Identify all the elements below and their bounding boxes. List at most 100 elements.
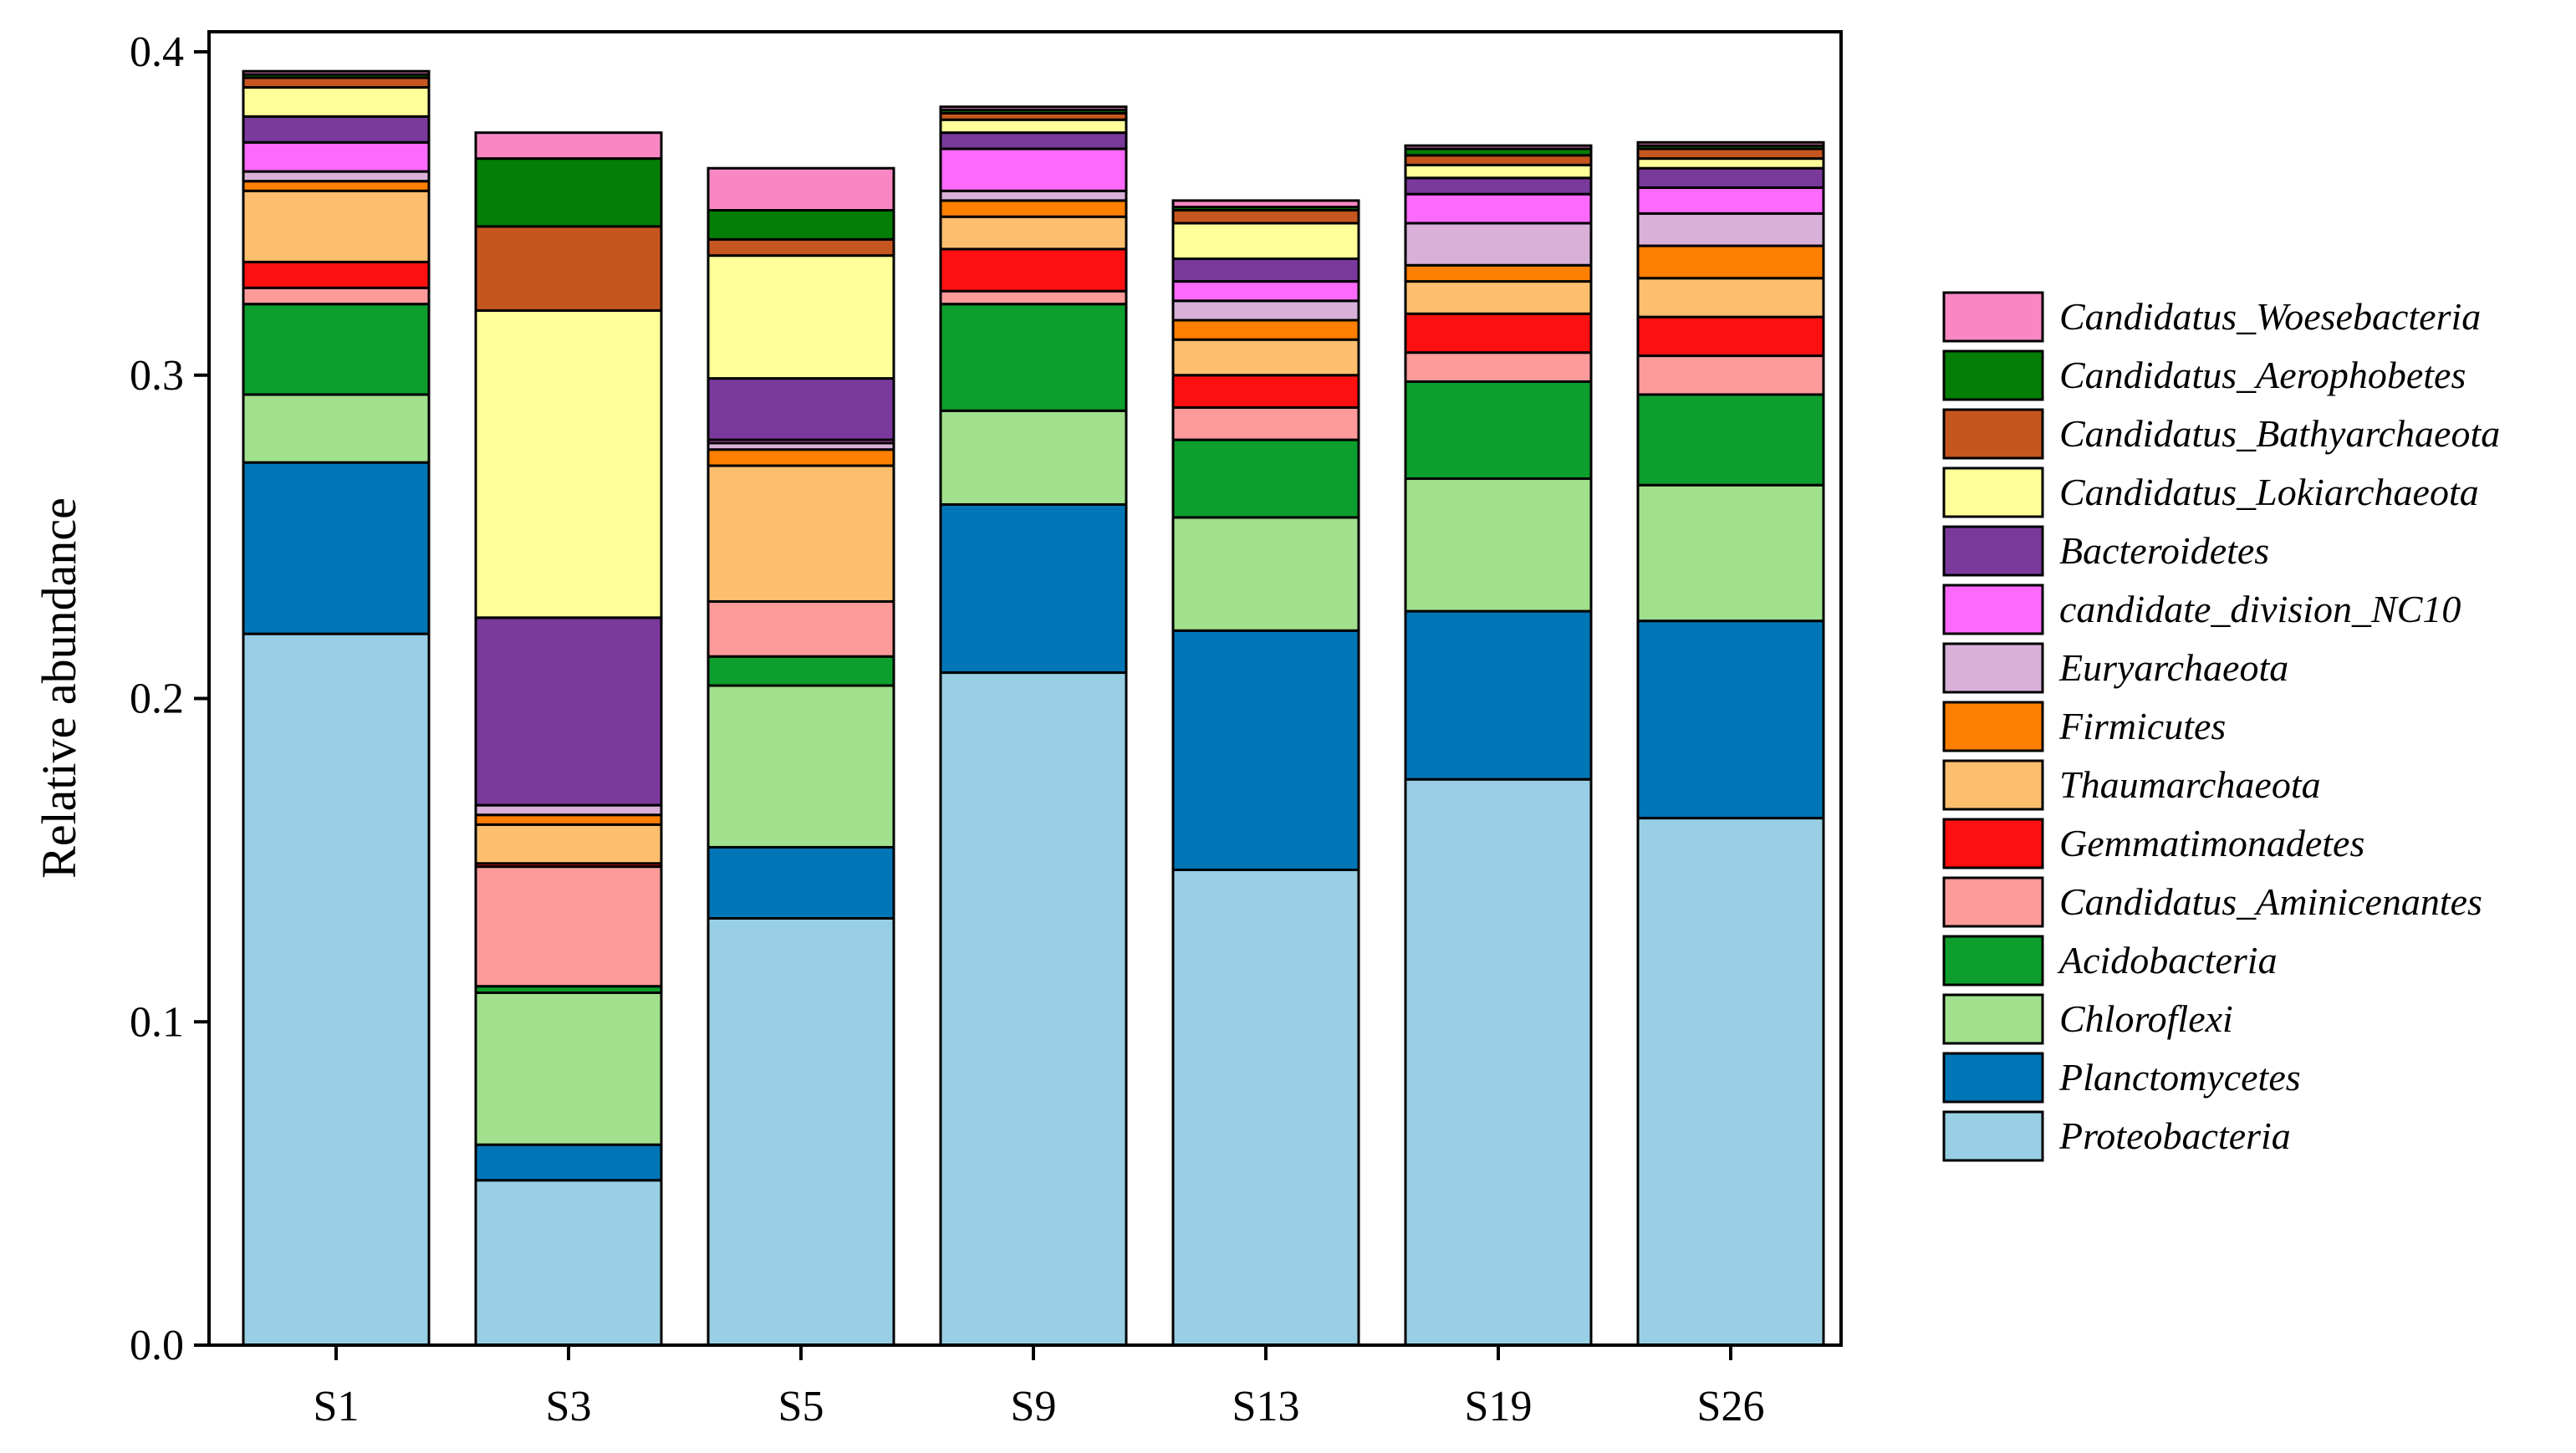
plot-frame <box>207 30 1843 1347</box>
bar-segment-s19-euryarchaeota <box>1404 222 1593 267</box>
legend-swatch <box>1942 1052 2044 1104</box>
bar-segment-s5-chloroflexi <box>706 684 895 849</box>
bar-stack-s19 <box>1404 144 1593 1347</box>
legend-label: Chloroflexi <box>2059 997 2233 1040</box>
bar-segment-s13-gemmatimonadetes <box>1171 374 1360 409</box>
axis-layer: 0.0 0.1 0.2 0.3 0.4 S1 S3 S5 S9 S13 S19 S26 <box>130 28 1764 1430</box>
bar-segment-s13-thaumarchaeota <box>1171 338 1360 377</box>
bar-segment-s26-bacteroidetes <box>1636 166 1825 189</box>
bar-segment-s1-bacteroidetes <box>242 115 431 144</box>
legend-item: Planctomycetes <box>1942 1052 2301 1104</box>
bar-segment-s26-euryarchaeota <box>1636 212 1825 247</box>
bar-segment-s13-firmicutes <box>1171 319 1360 341</box>
legend-item: Euryarchaeota <box>1942 642 2288 694</box>
legend-swatch <box>1942 876 2044 928</box>
bar-segment-s1-candidate-division-nc10 <box>242 140 431 173</box>
legend-item: Candidatus_Woesebacteria <box>1942 291 2481 343</box>
bar-segment-s19-proteobacteria <box>1404 777 1593 1347</box>
bar-segment-s9-planctomycetes <box>939 502 1128 675</box>
bar-segment-s13-candidate-division-nc10 <box>1171 280 1360 303</box>
bar-stack-s9 <box>939 105 1128 1347</box>
bar-segment-s1-gemmatimonadetes <box>242 260 431 289</box>
x-tick-label: S5 <box>778 1383 824 1430</box>
bar-segment-s26-thaumarchaeota <box>1636 277 1825 319</box>
x-tick-label: S26 <box>1697 1383 1765 1430</box>
bar-segment-s1-candidatus-aminicenantes <box>242 286 431 306</box>
bar-segment-s9-thaumarchaeota <box>939 215 1128 251</box>
bar-segment-s19-candidatus-lokiarchaeota <box>1404 163 1593 180</box>
legend-label: Gemmatimonadetes <box>2059 822 2364 864</box>
bar-segment-s1-candidatus-woesebacteria <box>242 69 431 76</box>
legend-item: Candidatus_Bathyarchaeota <box>1942 408 2500 460</box>
bar-segment-s5-candidatus-woesebacteria <box>706 166 895 212</box>
bar-segment-s19-planctomycetes <box>1404 609 1593 781</box>
bar-segment-s5-candidatus-bathyarchaeota <box>706 237 895 257</box>
bar-stack-s13 <box>1171 199 1360 1347</box>
bar-segment-s13-proteobacteria <box>1171 868 1360 1347</box>
y-tick-label: 0.1 <box>130 998 184 1046</box>
bar-segment-s19-thaumarchaeota <box>1404 280 1593 315</box>
legend-swatch <box>1942 818 2044 869</box>
bar-segment-s9-proteobacteria <box>939 671 1128 1347</box>
bar-segment-s19-chloroflexi <box>1404 477 1593 613</box>
bar-segment-s1-firmicutes <box>242 180 431 192</box>
bar-segment-s1-thaumarchaeota <box>242 189 431 263</box>
bar-segment-s9-candidate-division-nc10 <box>939 147 1128 192</box>
bar-segment-s9-gemmatimonadetes <box>939 247 1128 293</box>
bar-stack-s3 <box>474 131 663 1347</box>
bar-segment-s3-candidatus-aminicenantes <box>474 865 663 988</box>
bar-segment-s13-candidatus-bathyarchaeota <box>1171 209 1360 225</box>
legend-label: Proteobacteria <box>2058 1114 2291 1157</box>
bar-segment-s9-candidatus-woesebacteria <box>939 105 1128 112</box>
bar-segment-s1-chloroflexi <box>242 393 431 464</box>
legend-item: candidate_division_NC10 <box>1942 584 2461 635</box>
legend-swatch <box>1942 759 2044 811</box>
legend-swatch <box>1942 408 2044 460</box>
bar-segment-s26-candidatus-bathyarchaeota <box>1636 147 1825 161</box>
bar-segment-s19-acidobacteria <box>1404 380 1593 481</box>
bar-segment-s19-candidate-division-nc10 <box>1404 192 1593 225</box>
bar-segment-s9-bacteroidetes <box>939 131 1128 150</box>
bar-segment-s9-candidatus-lokiarchaeota <box>939 118 1128 135</box>
legend-label: Planctomycetes <box>2058 1056 2301 1099</box>
bar-segment-s26-candidatus-lokiarchaeota <box>1636 157 1825 170</box>
x-tick-label: S1 <box>314 1383 360 1430</box>
legend-swatch <box>1942 291 2044 343</box>
y-tick-label: 0.3 <box>130 352 184 400</box>
y-tick-label: 0.4 <box>130 28 184 76</box>
bar-segment-s19-gemmatimonadetes <box>1404 312 1593 354</box>
legend-label: Candidatus_Bathyarchaeota <box>2059 412 2500 455</box>
bar-segment-s5-candidatus-aminicenantes <box>706 599 895 658</box>
x-tick-label: S3 <box>546 1383 592 1430</box>
legend-label: Candidatus_Aerophobetes <box>2059 354 2466 396</box>
bar-segment-s5-acidobacteria <box>706 655 895 687</box>
y-tick-label: 0.2 <box>130 676 184 723</box>
legend-item: Acidobacteria <box>1942 935 2278 987</box>
legend-swatch <box>1942 466 2044 518</box>
bar-segment-s26-proteobacteria <box>1636 817 1825 1347</box>
legend-swatch <box>1942 701 2044 752</box>
legend-item: Thaumarchaeota <box>1942 759 2321 811</box>
bar-segment-s3-candidatus-lokiarchaeota <box>474 308 663 619</box>
legend: Candidatus_Woesebacteria Candidatus_Aerop… <box>1942 291 2500 1162</box>
bar-segment-s26-candidatus-woesebacteria <box>1636 140 1825 147</box>
bar-segment-s9-acidobacteria <box>939 303 1128 412</box>
legend-swatch <box>1942 584 2044 635</box>
bar-segment-s26-chloroflexi <box>1636 483 1825 623</box>
legend-item: Proteobacteria <box>1942 1110 2291 1162</box>
legend-item: Chloroflexi <box>1942 993 2233 1045</box>
bar-segment-s1-candidatus-lokiarchaeota <box>242 86 431 118</box>
bar-segment-s1-candidatus-bathyarchaeota <box>242 76 431 89</box>
bar-segment-s1-proteobacteria <box>242 632 431 1347</box>
bar-segment-s3-euryarchaeota <box>474 803 663 817</box>
bar-segment-s13-candidatus-woesebacteria <box>1171 199 1360 209</box>
bar-stack-s1 <box>242 69 431 1347</box>
bar-segment-s26-gemmatimonadetes <box>1636 315 1825 358</box>
bar-segment-s19-candidatus-aminicenantes <box>1404 351 1593 383</box>
bar-segment-s5-bacteroidetes <box>706 377 895 441</box>
bar-segment-s26-firmicutes <box>1636 244 1825 280</box>
legend-label: Euryarchaeota <box>2058 646 2288 689</box>
bar-segment-s13-chloroflexi <box>1171 516 1360 632</box>
